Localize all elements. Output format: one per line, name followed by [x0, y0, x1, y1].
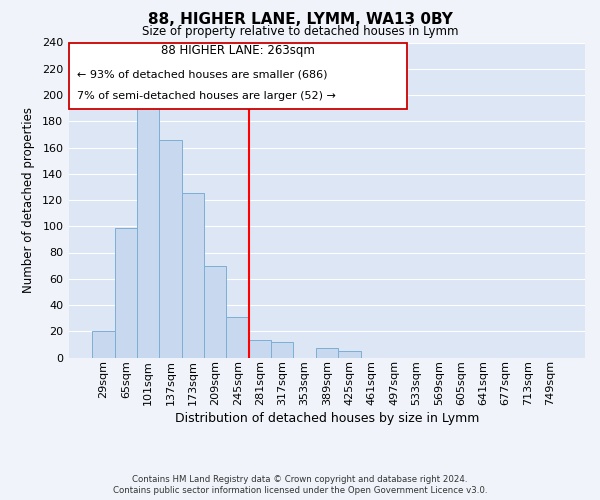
Bar	[92, 332, 115, 357]
Bar	[271, 342, 293, 357]
Bar	[338, 351, 361, 358]
Bar	[182, 194, 204, 358]
Bar	[160, 140, 182, 358]
Text: 88, HIGHER LANE, LYMM, WA13 0BY: 88, HIGHER LANE, LYMM, WA13 0BY	[148, 12, 452, 26]
Bar	[137, 108, 160, 358]
FancyBboxPatch shape	[69, 42, 407, 108]
Bar	[249, 340, 271, 357]
Text: 7% of semi-detached houses are larger (52) →: 7% of semi-detached houses are larger (5…	[77, 92, 335, 102]
Y-axis label: Number of detached properties: Number of detached properties	[22, 107, 35, 293]
Text: 88 HIGHER LANE: 263sqm: 88 HIGHER LANE: 263sqm	[161, 44, 315, 57]
Text: ← 93% of detached houses are smaller (686): ← 93% of detached houses are smaller (68…	[77, 70, 327, 80]
Text: Contains HM Land Registry data © Crown copyright and database right 2024.: Contains HM Land Registry data © Crown c…	[132, 475, 468, 484]
Bar	[115, 228, 137, 358]
X-axis label: Distribution of detached houses by size in Lymm: Distribution of detached houses by size …	[175, 412, 479, 426]
Bar	[226, 317, 249, 358]
Bar	[204, 266, 226, 358]
Text: Contains public sector information licensed under the Open Government Licence v3: Contains public sector information licen…	[113, 486, 487, 495]
Text: Size of property relative to detached houses in Lymm: Size of property relative to detached ho…	[142, 25, 458, 38]
Bar	[316, 348, 338, 358]
